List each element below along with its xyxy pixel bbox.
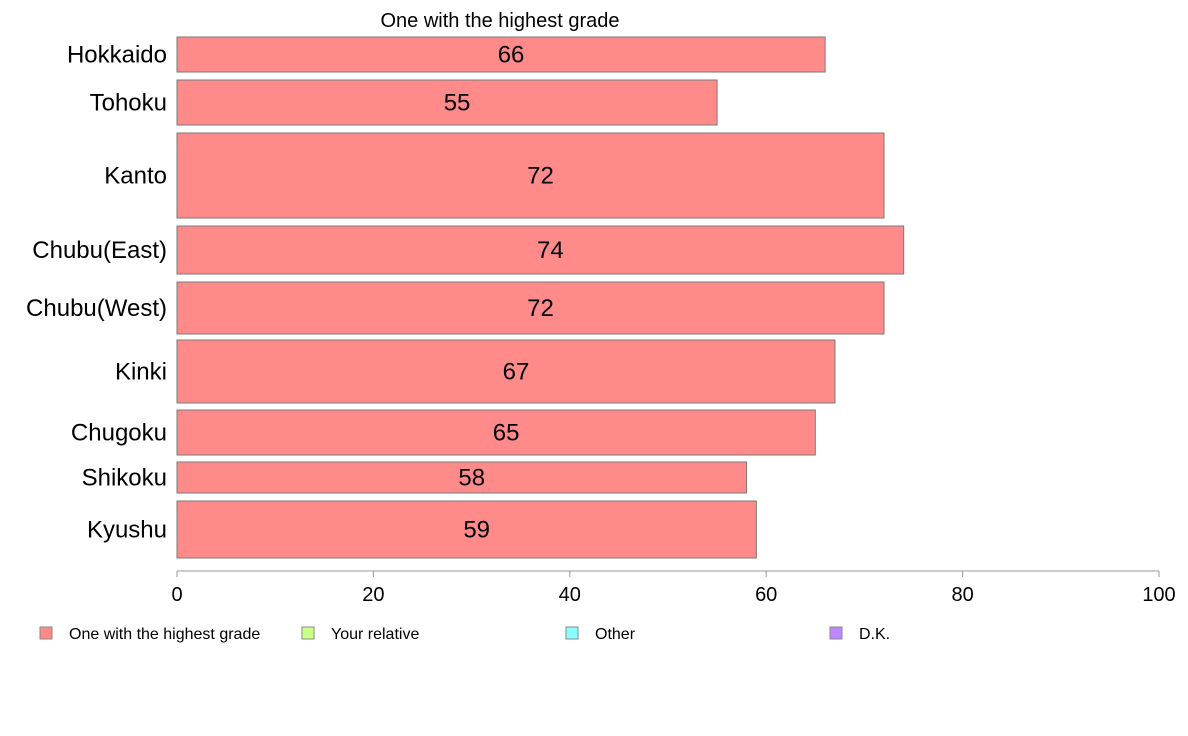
legend-swatch <box>565 626 579 640</box>
bar-tohoku <box>176 79 718 126</box>
bar-kanto <box>176 132 885 219</box>
data-label: 55 <box>444 90 471 117</box>
legend-label: D.K. <box>859 626 890 643</box>
category-label: Kinki <box>115 359 167 386</box>
data-label: 66 <box>498 42 525 69</box>
category-label: Shikoku <box>82 465 167 492</box>
legend-swatch <box>301 626 315 640</box>
x-tick-label: 60 <box>755 584 777 606</box>
bar-kyushu <box>176 500 757 559</box>
legend-swatch <box>39 626 53 640</box>
legend-swatch <box>829 626 843 640</box>
bar-chubu-west <box>176 281 885 335</box>
data-label: 65 <box>493 420 520 447</box>
category-label: Chugoku <box>71 420 167 447</box>
legend-label: One with the highest grade <box>69 626 260 643</box>
x-tick-label: 40 <box>559 584 581 606</box>
x-tick-label: 100 <box>1142 584 1175 606</box>
data-label: 59 <box>463 517 490 544</box>
x-axis: 0 20 40 60 80 100 <box>171 570 1176 606</box>
x-tick-label: 80 <box>951 584 973 606</box>
category-label: Chubu(West) <box>26 295 167 322</box>
legend-label: Other <box>595 626 636 643</box>
data-label: 74 <box>537 237 564 264</box>
chart-title: One with the highest grade <box>380 10 619 32</box>
category-label: Chubu(East) <box>32 237 167 264</box>
data-label: 67 <box>503 359 530 386</box>
data-label: 72 <box>527 163 554 190</box>
bar-chugoku <box>176 409 816 456</box>
bar-hokkaido <box>176 36 826 73</box>
bar-kinki <box>176 339 836 404</box>
legend: One with the highest grade Your relative O… <box>39 626 890 643</box>
category-label: Tohoku <box>90 90 167 117</box>
category-label: Hokkaido <box>67 42 167 69</box>
bar-chubu-east <box>176 225 905 275</box>
category-label: Kyushu <box>87 517 167 544</box>
legend-label: Your relative <box>331 626 419 643</box>
category-label: Kanto <box>104 163 167 190</box>
data-label: 58 <box>458 465 485 492</box>
data-label: 72 <box>527 295 554 322</box>
bars-group: Hokkaido 66 Tohoku 55 Kanto 72 Chubu(East) 74 Ch… <box>26 36 905 559</box>
x-tick-label: 0 <box>171 584 182 606</box>
x-tick-label: 20 <box>362 584 384 606</box>
bar-shikoku <box>176 461 748 494</box>
